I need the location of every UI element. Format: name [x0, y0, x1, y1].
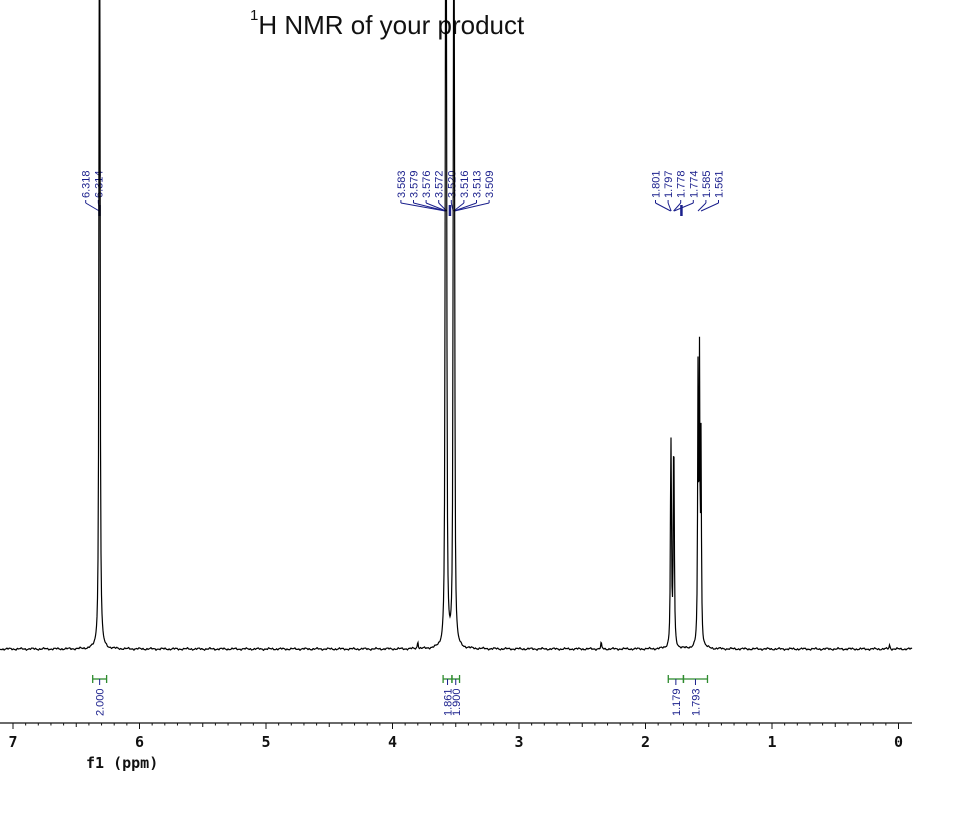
x-axis: 7 6 5 4 3 2 1 0 — [0, 722, 912, 751]
peak-label-connector — [453, 202, 465, 212]
integral-value: 2.000 — [95, 688, 107, 716]
peak-label-connector — [85, 202, 100, 212]
peak-label-connector — [400, 202, 446, 212]
peak-label: 1.774 — [688, 170, 700, 198]
peak-label: 1.561 — [714, 170, 726, 198]
peak-label-connector — [453, 202, 477, 212]
peak-label: 1.778 — [676, 170, 688, 198]
integral-value: 1.179 — [671, 688, 683, 716]
x-tick-label: 5 — [261, 733, 270, 751]
peak-label-connector — [667, 202, 672, 212]
peak-label: 3.572 — [434, 170, 446, 198]
peak-label-layer: 6.318 6.314 3.583 3.579 3.576 3.572 3.520 3.516… — [81, 170, 726, 216]
x-axis-label: f1 (ppm) — [86, 754, 158, 772]
x-tick-label: 4 — [388, 733, 397, 751]
integral-value: 1.861 — [443, 688, 455, 716]
peak-label: 1.585 — [701, 170, 713, 198]
chart-title: 1H NMR of your product — [250, 7, 525, 41]
spectrum-line — [0, 0, 913, 652]
x-tick-label: 7 — [8, 733, 17, 751]
peak-label-connector — [454, 202, 490, 212]
peak-label-connector — [655, 202, 671, 212]
peak-label: 3.509 — [484, 170, 496, 198]
peak-label-connector — [700, 202, 719, 212]
integral-value: 1.793 — [690, 688, 702, 716]
x-tick-label: 1 — [767, 733, 776, 751]
peak-label: 3.513 — [472, 170, 484, 198]
x-tick-label: 6 — [135, 733, 144, 751]
peak-label: 3.520 — [446, 170, 458, 198]
x-tick-label: 3 — [514, 733, 523, 751]
peak-label-connector — [673, 202, 694, 212]
title-superscript: 1 — [250, 7, 259, 25]
x-tick-label: 0 — [894, 733, 903, 751]
peak-label: 3.583 — [396, 170, 408, 198]
peak-label: 1.801 — [651, 170, 663, 198]
title-text: H NMR of your product — [258, 10, 525, 40]
peak-label: 1.797 — [663, 170, 675, 198]
x-tick-label: 2 — [641, 733, 650, 751]
peak-label: 6.318 — [81, 170, 93, 198]
peak-label-connector — [673, 202, 682, 212]
peak-label-connector — [425, 202, 447, 212]
peak-label: 3.516 — [459, 170, 471, 198]
peak-label-connector — [413, 202, 446, 212]
integral-value: 1.900 — [451, 688, 463, 716]
peak-label-connector — [697, 202, 707, 212]
peak-label: 3.579 — [409, 170, 421, 198]
peak-label: 3.576 — [421, 170, 433, 198]
